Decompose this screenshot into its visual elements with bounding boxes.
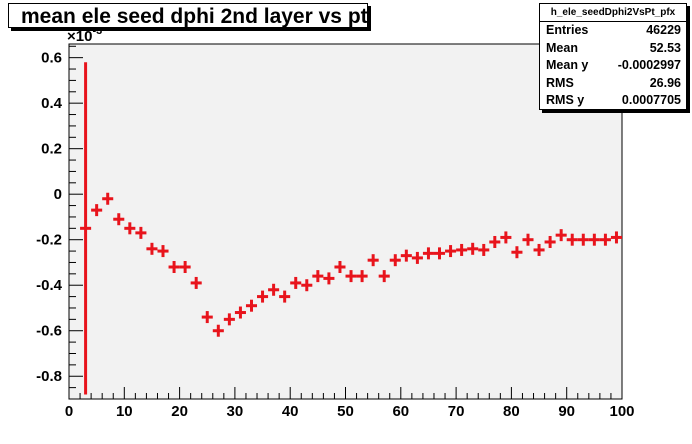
- y-exponent-label: ×10-3: [67, 25, 102, 45]
- data-point: [80, 62, 92, 395]
- y-tick-label: -0.8: [36, 368, 62, 385]
- x-tick-label: 100: [609, 403, 634, 420]
- data-point: [400, 249, 412, 262]
- y-tick-label: 0: [54, 186, 62, 203]
- data-point: [257, 290, 269, 303]
- x-tick-label: 0: [65, 403, 73, 420]
- stats-label: Mean y: [546, 58, 589, 72]
- data-point: [179, 261, 191, 274]
- stats-value: 26.96: [649, 75, 681, 90]
- x-tick-label: 30: [227, 403, 244, 420]
- data-point: [223, 313, 235, 326]
- title-box: mean ele seed dphi 2nd layer vs pt: [8, 3, 368, 28]
- data-markers: [80, 62, 622, 395]
- x-tick-label: 60: [392, 403, 409, 420]
- data-point: [268, 283, 280, 296]
- data-point: [113, 213, 125, 226]
- plot-frame: [68, 43, 623, 400]
- y-tick-label: -0.4: [36, 277, 63, 294]
- x-tick-label: 10: [116, 403, 133, 420]
- stats-value: -0.0002997: [617, 58, 681, 72]
- stats-row-mean: Mean 52.53: [540, 40, 686, 58]
- data-point: [378, 270, 390, 283]
- x-tick-label: 90: [558, 403, 575, 420]
- data-point: [411, 251, 423, 264]
- x-tick-label: 80: [503, 403, 520, 420]
- stats-row-mean-y: Mean y -0.0002997: [540, 57, 686, 75]
- data-point: [489, 235, 501, 248]
- data-point: [245, 299, 258, 312]
- data-point: [168, 261, 180, 274]
- stats-row-entries: Entries 46229: [540, 22, 686, 40]
- data-point: [201, 311, 213, 324]
- data-point: [500, 231, 512, 244]
- data-point: [234, 306, 246, 319]
- data-point: [290, 276, 302, 289]
- data-point: [445, 245, 457, 258]
- stats-label: RMS y: [546, 93, 585, 107]
- data-point: [323, 272, 335, 285]
- data-point: [511, 246, 523, 259]
- data-point: [301, 279, 313, 292]
- data-point: [389, 254, 401, 267]
- y-tick-label: 0.4: [41, 95, 63, 112]
- y-exponent-power: -3: [92, 25, 102, 37]
- data-point: [555, 229, 567, 242]
- data-point: [522, 233, 534, 246]
- data-point: [135, 226, 147, 239]
- stats-label: Entries: [546, 23, 589, 37]
- data-point: [190, 276, 202, 289]
- chart-title: mean ele seed dphi 2nd layer vs pt: [21, 5, 368, 28]
- data-point: [433, 247, 446, 260]
- data-point: [367, 254, 379, 267]
- data-point: [345, 270, 357, 283]
- data-point: [577, 233, 589, 246]
- data-point: [146, 242, 158, 255]
- y-tick-label: -0.6: [36, 323, 62, 340]
- data-point: [478, 243, 490, 256]
- y-tick-label: 0.2: [41, 141, 62, 158]
- data-point: [312, 270, 324, 283]
- data-point: [356, 270, 368, 283]
- x-tick-label: 50: [337, 403, 354, 420]
- data-point: [599, 233, 611, 246]
- stats-box: h_ele_seedDphi2VsPt_pfx Entries 46229 Me…: [539, 3, 687, 110]
- stats-histogram-name: h_ele_seedDphi2VsPt_pfx: [540, 4, 686, 22]
- stats-value: 0.0007705: [621, 93, 681, 107]
- stats-label: Mean: [546, 40, 578, 55]
- data-point: [334, 261, 346, 274]
- stats-value: 52.53: [649, 40, 681, 55]
- data-point: [422, 247, 434, 260]
- data-point: [467, 242, 479, 255]
- data-point: [566, 233, 578, 246]
- data-point: [124, 222, 136, 235]
- x-tick-label: 20: [171, 403, 188, 420]
- y-exponent-base: ×10: [67, 28, 92, 45]
- data-point: [544, 235, 556, 248]
- x-tick-label: 40: [282, 403, 299, 420]
- data-point: [456, 243, 468, 256]
- y-tick-label: -0.2: [36, 232, 62, 249]
- data-point: [102, 192, 114, 205]
- stats-row-rms-y: RMS y 0.0007705: [540, 92, 686, 110]
- axes: 0 10 20 30 40 50 60 70 80 90 100 -0.8 -0.6 -0.4 -0.2 0 0…: [36, 45, 635, 420]
- x-tick-label: 70: [448, 403, 465, 420]
- data-point: [610, 231, 622, 244]
- data-point: [533, 243, 545, 256]
- y-tick-label: 0.6: [41, 50, 62, 67]
- stats-value: 46229: [646, 23, 681, 37]
- data-point: [279, 290, 291, 303]
- data-point: [588, 233, 600, 246]
- data-point: [212, 324, 224, 337]
- stats-label: RMS: [546, 75, 574, 90]
- data-point: [91, 204, 103, 217]
- data-point: [157, 245, 169, 258]
- stats-row-rms: RMS 26.96: [540, 75, 686, 93]
